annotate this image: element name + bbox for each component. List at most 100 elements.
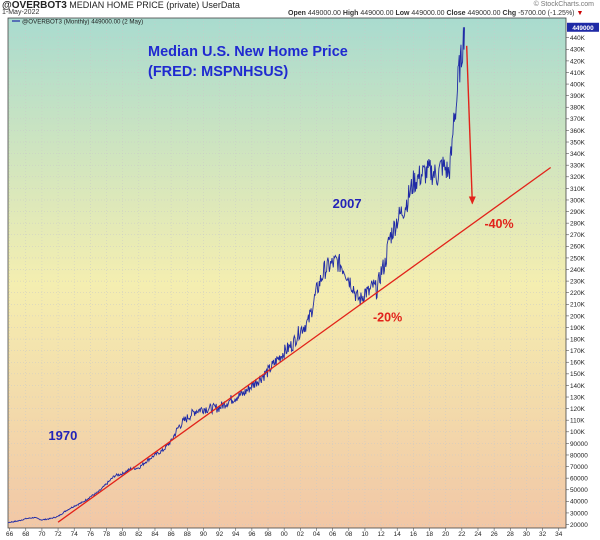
y-tick-label: 300K <box>570 197 586 204</box>
symbol-name: MEDIAN HOME PRICE (private) <box>69 0 200 10</box>
stockcharts-logo: © StockCharts.com <box>533 1 594 8</box>
legend-text: @OVERBOT3 (Monthly) 449000.00 (2 May) <box>22 19 143 26</box>
ohlc-readout: Open 449000.00 High 449000.00 Low 449000… <box>288 10 583 17</box>
annotation-label: 1970 <box>48 428 77 443</box>
y-tick-label: 270K <box>570 232 586 239</box>
open-label: Open <box>288 10 306 17</box>
x-tick-label: 96 <box>248 531 256 538</box>
y-tick-label: 290K <box>570 209 586 216</box>
y-tick-label: 230K <box>570 279 586 286</box>
open-value: 449000.00 <box>307 10 341 17</box>
x-tick-label: 82 <box>135 531 143 538</box>
chart-date: 1-May-2022 <box>2 9 40 16</box>
x-tick-label: 04 <box>313 531 321 538</box>
y-tick-label: 370K <box>570 116 586 123</box>
grid-lines <box>8 18 569 531</box>
x-tick-label: 94 <box>232 531 240 538</box>
y-tick-label: 200K <box>570 313 586 320</box>
last-price-tag <box>567 22 599 32</box>
chg-label: Chg <box>502 10 517 17</box>
x-tick-label: 92 <box>216 531 224 538</box>
annotation-label: 2007 <box>333 196 362 211</box>
y-tick-label: 60000 <box>570 476 588 483</box>
down-arrow-icon: ▼ <box>576 10 584 17</box>
chart-subtitle: (FRED: MSPNHSUS) <box>148 64 288 80</box>
y-tick-label: 30000 <box>570 510 588 517</box>
x-tick-label: 86 <box>168 531 176 538</box>
x-tick-label: 88 <box>184 531 192 538</box>
y-tick-label: 250K <box>570 255 586 262</box>
x-tick-label: 06 <box>329 531 337 538</box>
y-tick-label: 50000 <box>570 487 588 494</box>
y-tick-label: 80000 <box>570 452 588 459</box>
y-tick-label: 170K <box>570 348 586 355</box>
y-tick-label: 90000 <box>570 441 588 448</box>
x-tick-label: 34 <box>555 531 563 538</box>
y-tick-label: 410K <box>570 70 586 77</box>
y-tick-label: 130K <box>570 394 586 401</box>
y-tick-label: 180K <box>570 336 586 343</box>
x-tick-label: 12 <box>378 531 386 538</box>
y-tick-label: 260K <box>570 244 586 251</box>
x-tick-label: 10 <box>361 531 369 538</box>
y-tick-label: 340K <box>570 151 586 158</box>
y-tick-label: 70000 <box>570 464 588 471</box>
x-tick-label: 78 <box>103 531 111 538</box>
y-tick-label: 380K <box>570 105 586 112</box>
y-tick-label: 40000 <box>570 499 588 506</box>
y-tick-label: 320K <box>570 174 586 181</box>
trend-line <box>57 166 552 523</box>
x-tick-label: 98 <box>264 531 272 538</box>
y-tick-label: 110K <box>570 418 585 425</box>
x-tick-label: 66 <box>6 531 14 538</box>
x-tick-label: 00 <box>281 531 289 538</box>
chart-title: Median U.S. New Home Price <box>148 44 348 60</box>
x-tick-label: 30 <box>523 531 531 538</box>
y-tick-label: 220K <box>570 290 586 297</box>
close-value: 449000.00 <box>467 10 501 17</box>
x-tick-label: 90 <box>200 531 208 538</box>
x-tick-label: 80 <box>119 531 127 538</box>
y-tick-label: 360K <box>570 128 586 135</box>
symbol-tag: UserData <box>201 0 240 10</box>
annotation-label: -40% <box>484 217 513 231</box>
x-tick-label: 02 <box>297 531 305 538</box>
y-tick-label: 20000 <box>570 522 588 529</box>
price-series-line <box>8 27 465 524</box>
y-tick-label: 280K <box>570 221 586 228</box>
chart-symbol-header: @OVERBOT3 MEDIAN HOME PRICE (private) Us… <box>2 0 240 11</box>
high-value: 449000.00 <box>360 10 394 17</box>
y-tick-label: 100K <box>570 429 586 436</box>
y-tick-label: 330K <box>570 163 586 170</box>
y-tick-label: 150K <box>570 371 586 378</box>
x-tick-label: 18 <box>426 531 434 538</box>
y-tick-label: 140K <box>570 383 586 390</box>
x-tick-label: 14 <box>394 531 402 538</box>
last-price-label: 449000 <box>572 25 594 32</box>
y-tick-label: 160K <box>570 360 586 367</box>
y-tick-label: 240K <box>570 267 586 274</box>
x-tick-label: 70 <box>38 531 46 538</box>
annotation-label: -20% <box>373 311 402 325</box>
low-value: 449000.00 <box>411 10 445 17</box>
chg-value: -5700.00 (-1.25%) <box>518 10 575 17</box>
decline-arrow-head <box>468 196 476 205</box>
x-tick-label: 74 <box>71 531 79 538</box>
x-tick-label: 76 <box>87 531 95 538</box>
y-tick-label: 190K <box>570 325 586 332</box>
plot-background <box>8 18 566 528</box>
x-tick-label: 84 <box>151 531 159 538</box>
x-tick-label: 26 <box>491 531 499 538</box>
y-tick-label: 400K <box>570 81 586 88</box>
x-tick-label: 72 <box>55 531 63 538</box>
high-label: High <box>342 10 359 17</box>
x-tick-label: 08 <box>345 531 353 538</box>
close-label: Close <box>446 10 466 17</box>
low-label: Low <box>395 10 410 17</box>
y-tick-label: 430K <box>570 47 586 54</box>
x-tick-label: 20 <box>442 531 450 538</box>
symbol-text: @OVERBOT3 <box>2 0 67 11</box>
x-tick-label: 22 <box>458 531 466 538</box>
plot-frame <box>7 17 567 529</box>
